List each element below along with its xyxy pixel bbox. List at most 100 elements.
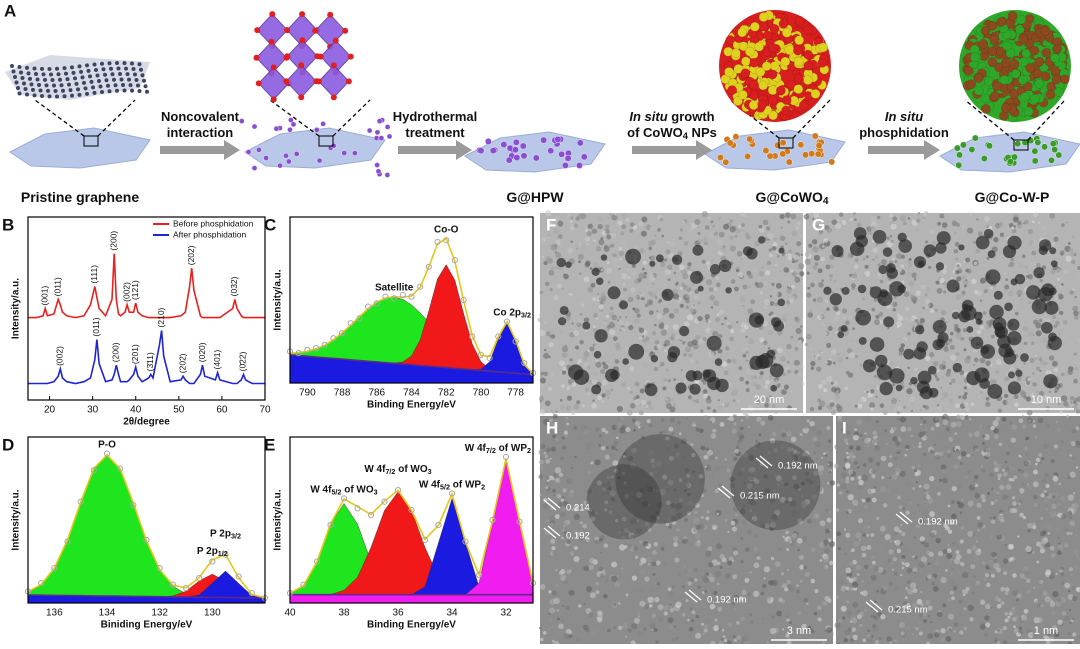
texture bbox=[597, 216, 604, 222]
nanoparticle bbox=[591, 267, 600, 276]
texture bbox=[563, 580, 568, 584]
texture bbox=[914, 367, 918, 371]
atom bbox=[758, 80, 768, 91]
texture bbox=[883, 503, 888, 508]
texture bbox=[987, 561, 994, 568]
texture bbox=[587, 287, 594, 293]
texture bbox=[544, 454, 549, 459]
nanoparticle bbox=[709, 264, 721, 275]
texture bbox=[871, 469, 876, 474]
texture bbox=[584, 292, 588, 297]
atom bbox=[730, 48, 741, 58]
texture bbox=[540, 239, 545, 243]
texture bbox=[621, 273, 628, 280]
texture bbox=[667, 278, 671, 282]
texture bbox=[752, 268, 758, 274]
raw-point bbox=[248, 589, 255, 597]
texture bbox=[607, 217, 610, 220]
texture bbox=[799, 325, 803, 328]
texture bbox=[907, 366, 910, 370]
texture bbox=[592, 297, 596, 301]
texture bbox=[578, 260, 581, 264]
texture bbox=[658, 365, 662, 368]
texture bbox=[954, 323, 959, 329]
texture bbox=[1012, 590, 1018, 597]
texture bbox=[603, 543, 609, 548]
texture bbox=[858, 479, 864, 486]
texture bbox=[997, 473, 1002, 478]
oxygen-atom bbox=[315, 78, 322, 85]
texture bbox=[1000, 601, 1005, 606]
texture bbox=[622, 467, 625, 471]
texture bbox=[933, 443, 936, 446]
nanoparticle bbox=[858, 337, 867, 345]
texture bbox=[635, 394, 640, 399]
texture bbox=[552, 551, 558, 556]
texture bbox=[703, 577, 709, 584]
texture bbox=[610, 445, 616, 450]
texture bbox=[651, 331, 657, 336]
texture bbox=[854, 258, 859, 263]
texture bbox=[791, 230, 798, 237]
texture bbox=[608, 321, 615, 329]
atom bbox=[1016, 14, 1027, 25]
raw-point bbox=[295, 350, 302, 357]
panel-label: E bbox=[264, 435, 275, 454]
texture bbox=[833, 314, 840, 321]
particle bbox=[554, 135, 562, 143]
texture bbox=[627, 544, 632, 549]
texture bbox=[689, 308, 695, 313]
texture bbox=[602, 361, 606, 366]
texture bbox=[1060, 439, 1064, 444]
raw-point bbox=[417, 283, 424, 290]
texture bbox=[587, 470, 591, 474]
texture bbox=[1028, 416, 1031, 420]
texture bbox=[553, 227, 560, 235]
texture bbox=[927, 564, 931, 567]
texture bbox=[593, 239, 596, 242]
texture bbox=[803, 439, 809, 445]
texture bbox=[845, 451, 849, 455]
texture bbox=[922, 420, 927, 424]
texture bbox=[1035, 330, 1042, 337]
raw-point bbox=[408, 293, 415, 300]
texture bbox=[643, 627, 647, 632]
texture bbox=[633, 429, 636, 432]
texture bbox=[941, 637, 945, 642]
atom bbox=[973, 85, 984, 96]
texture bbox=[767, 347, 771, 350]
peak-label: W 4f5/2 of WP2 bbox=[419, 479, 485, 491]
texture bbox=[648, 404, 654, 411]
raw-point bbox=[495, 333, 502, 340]
texture bbox=[1015, 615, 1019, 619]
texture bbox=[789, 586, 796, 592]
texture bbox=[912, 555, 916, 559]
raw-point bbox=[196, 575, 203, 582]
text-part: 7/2 bbox=[486, 446, 496, 455]
texture bbox=[829, 264, 834, 269]
texture bbox=[928, 265, 932, 270]
atom bbox=[1051, 74, 1062, 85]
texture bbox=[688, 279, 691, 282]
carbon-atom bbox=[121, 83, 125, 88]
texture bbox=[657, 604, 664, 611]
texture bbox=[685, 305, 689, 310]
texture bbox=[874, 319, 880, 326]
texture bbox=[763, 577, 766, 580]
texture bbox=[859, 419, 863, 423]
texture bbox=[965, 279, 968, 282]
texture bbox=[983, 577, 987, 581]
nanoparticle bbox=[898, 239, 913, 253]
texture bbox=[954, 432, 958, 436]
texture bbox=[745, 380, 750, 385]
nanoparticle bbox=[619, 300, 629, 310]
text-part: 1/2 bbox=[218, 549, 228, 558]
texture bbox=[888, 581, 893, 587]
texture bbox=[766, 596, 772, 602]
nanoparticle bbox=[771, 317, 782, 328]
texture bbox=[901, 566, 905, 570]
texture bbox=[563, 519, 570, 526]
texture bbox=[605, 314, 610, 318]
texture bbox=[836, 531, 842, 537]
curve bbox=[28, 253, 265, 319]
